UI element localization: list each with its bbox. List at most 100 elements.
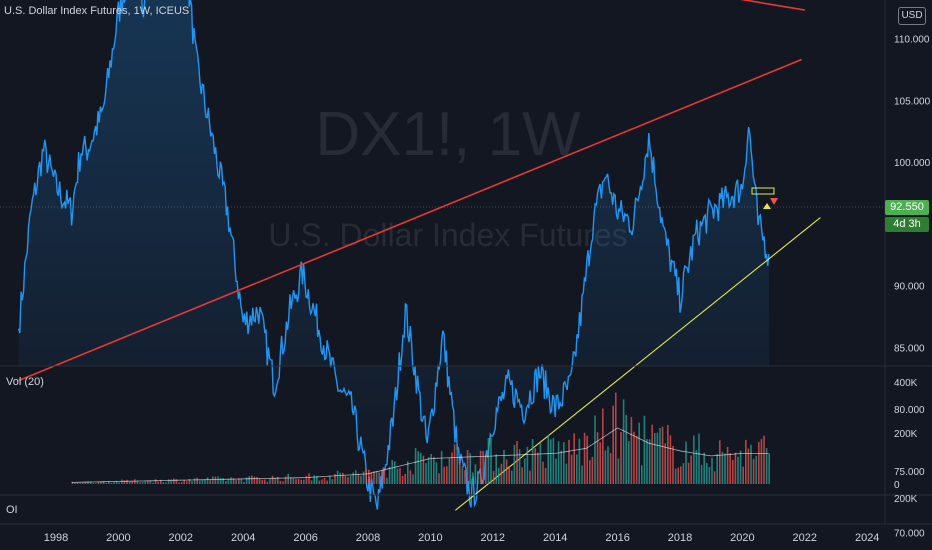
volume-bar	[724, 453, 726, 484]
currency-button[interactable]: USD	[898, 7, 926, 25]
price-axis[interactable]: 125.000120.000115.000110.000105.000100.0…	[894, 0, 931, 540]
volume-bar	[175, 479, 178, 484]
volume-bar	[399, 468, 401, 484]
volume-bar	[669, 435, 672, 484]
volume-bar	[238, 478, 240, 484]
volume-bar	[300, 479, 302, 484]
volume-bar	[667, 425, 669, 484]
volume-bar	[498, 468, 500, 484]
volume-bar	[524, 458, 526, 484]
volume-bar	[401, 475, 404, 484]
volume-bar	[615, 392, 617, 484]
volume-bar	[570, 454, 573, 484]
volume-bar	[539, 443, 542, 484]
time-tick-label: 2006	[293, 532, 317, 544]
volume-bar	[495, 454, 497, 484]
volume-bar	[196, 477, 198, 484]
time-axis[interactable]: 1998 2000 2002 2004 2006 2008 2010 2012 2014 2016…	[44, 532, 880, 544]
volume-bar	[261, 479, 263, 484]
volume-bar	[596, 432, 599, 484]
volume-bar	[165, 482, 167, 484]
volume-axis[interactable]: 400K 200K 0	[894, 378, 918, 491]
volume-bar	[661, 426, 664, 484]
volume-bar	[362, 471, 365, 484]
volume-bar	[349, 475, 352, 484]
volume-bar	[451, 452, 453, 484]
volume-bar	[136, 480, 139, 484]
volume-bar	[160, 479, 162, 484]
volume-bar	[604, 450, 607, 484]
price-tick-label: 85.000	[894, 343, 925, 354]
volume-bar	[602, 408, 604, 484]
volume-bar	[373, 471, 375, 484]
volume-bar	[747, 448, 750, 484]
volume-bar	[89, 481, 92, 484]
oi-axis[interactable]: 200K	[894, 494, 918, 505]
volume-bar	[414, 448, 417, 484]
volume-bar	[466, 450, 469, 484]
volume-bar	[201, 480, 204, 484]
volume-bar	[628, 441, 630, 484]
volume-bar	[113, 481, 115, 484]
volume-bar	[459, 458, 461, 484]
volume-bar	[612, 405, 614, 484]
volume-bar	[251, 475, 253, 484]
volume-bar	[693, 435, 695, 484]
volume-bar	[271, 475, 274, 484]
volume-bar	[313, 475, 315, 484]
volume-bar	[659, 428, 661, 484]
time-tick-label: 2022	[793, 532, 817, 544]
volume-bar	[131, 481, 133, 484]
volume-bar	[591, 456, 594, 484]
volume-bar	[521, 467, 523, 484]
volume-bar	[173, 478, 175, 484]
volume-bar	[581, 465, 583, 484]
watermark-name: U.S. Dollar Index Futures	[268, 217, 627, 253]
volume-bar	[295, 479, 297, 484]
time-tick-label: 2018	[668, 532, 692, 544]
volume-bar	[464, 470, 466, 484]
volume-bar	[82, 482, 84, 484]
buy-arrow-marker	[763, 203, 771, 209]
volume-bar	[552, 437, 555, 484]
volume-bar	[456, 444, 458, 484]
volume-bar	[557, 441, 560, 484]
volume-bar	[745, 439, 747, 484]
volume-bar	[544, 468, 547, 484]
volume-bar	[388, 466, 391, 484]
time-tick-label: 2004	[231, 532, 255, 544]
volume-bar	[178, 482, 180, 484]
volume-bar	[638, 422, 640, 484]
volume-bar	[599, 442, 601, 484]
volume-bar	[734, 452, 737, 484]
volume-bar	[404, 473, 406, 484]
volume-bar	[214, 476, 217, 484]
price-series-line	[17, 0, 770, 510]
volume-bar	[222, 478, 224, 484]
volume-bar	[529, 470, 531, 484]
volume-bar	[321, 479, 323, 484]
volume-bar	[422, 455, 425, 484]
volume-bar	[648, 439, 651, 484]
time-tick-label: 2000	[106, 532, 130, 544]
volume-bar	[503, 450, 505, 484]
volume-bar	[147, 480, 149, 484]
volume-bar	[123, 480, 126, 484]
volume-bar	[347, 477, 349, 484]
volume-bar	[74, 482, 76, 484]
volume-bar	[443, 466, 445, 484]
volume-bar	[654, 433, 656, 484]
volume-bar	[336, 470, 339, 484]
volume-bar	[609, 453, 612, 484]
volume-bar	[438, 473, 440, 484]
volume-bar	[550, 439, 552, 484]
volume-bar	[485, 454, 487, 484]
volume-bar	[277, 476, 279, 484]
volume-bar	[344, 476, 347, 484]
volume-bar	[170, 479, 172, 484]
volume-bar	[186, 481, 188, 484]
time-tick-label: 2020	[730, 532, 754, 544]
volume-bar	[716, 453, 718, 484]
volume-bar	[417, 451, 419, 484]
